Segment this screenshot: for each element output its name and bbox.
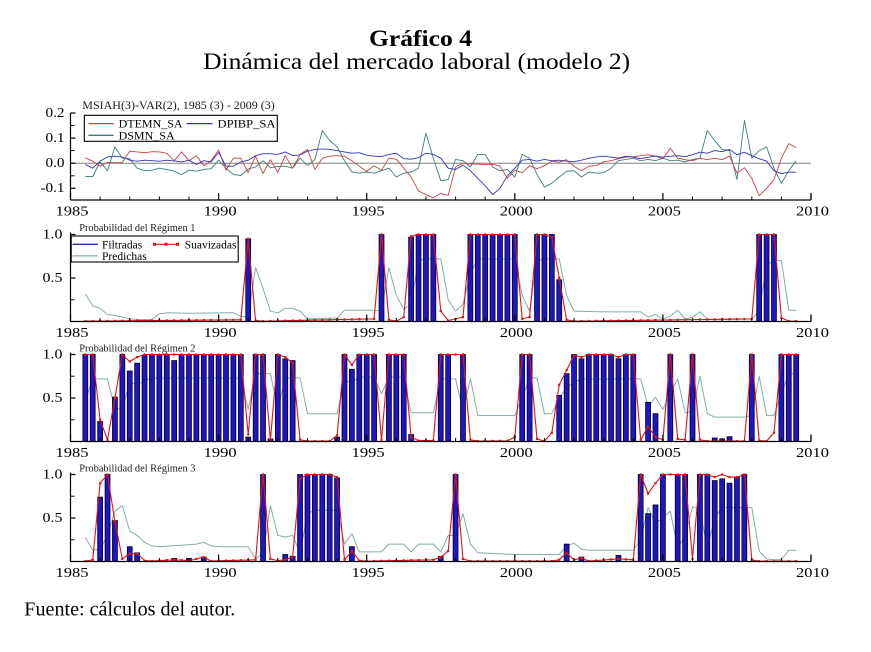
svg-text:1.0: 1.0 — [43, 346, 63, 361]
svg-text:0.5: 0.5 — [43, 270, 63, 285]
svg-text:1990: 1990 — [204, 326, 237, 341]
svg-text:1985: 1985 — [56, 326, 89, 341]
svg-text:1990: 1990 — [204, 205, 237, 220]
svg-text:1985: 1985 — [56, 566, 89, 581]
svg-text:Probabilidad del Régimen 1: Probabilidad del Régimen 1 — [79, 223, 195, 234]
svg-text:1995: 1995 — [352, 326, 385, 341]
svg-text:2000: 2000 — [500, 446, 533, 461]
svg-text:2000: 2000 — [500, 205, 533, 220]
svg-text:1990: 1990 — [204, 446, 237, 461]
svg-text:2010: 2010 — [796, 205, 829, 220]
svg-text:1990: 1990 — [204, 566, 237, 581]
svg-text:2005: 2005 — [648, 566, 681, 581]
svg-text:MSIAH(3)-VAR(2), 1985 (3) - 20: MSIAH(3)-VAR(2), 1985 (3) - 2009 (3) — [82, 98, 274, 112]
svg-text:1995: 1995 — [352, 205, 385, 220]
svg-text:0.2: 0.2 — [46, 105, 65, 120]
svg-text:Gráfico 4: Gráfico 4 — [369, 26, 473, 51]
svg-text:0.1: 0.1 — [46, 130, 65, 145]
svg-text:Predichas: Predichas — [102, 251, 147, 263]
svg-text:1.0: 1.0 — [43, 466, 63, 481]
svg-text:2010: 2010 — [796, 326, 829, 341]
svg-text:Filtradas: Filtradas — [102, 239, 143, 251]
svg-text:Dinámica del mercado laboral (: Dinámica del mercado laboral (modelo 2) — [203, 49, 630, 74]
svg-text:1985: 1985 — [56, 205, 89, 220]
svg-text:1995: 1995 — [352, 566, 385, 581]
svg-text:2000: 2000 — [500, 566, 533, 581]
svg-text:-0.1: -0.1 — [41, 180, 65, 195]
svg-text:Suavizadas: Suavizadas — [185, 239, 237, 251]
svg-text:2005: 2005 — [648, 446, 681, 461]
svg-text:DPIBP_SA: DPIBP_SA — [218, 117, 276, 131]
svg-text:Probabilidad del Régimen 2: Probabilidad del Régimen 2 — [79, 344, 195, 355]
svg-text:2010: 2010 — [796, 566, 829, 581]
svg-text:2005: 2005 — [648, 326, 681, 341]
svg-text:2005: 2005 — [648, 205, 681, 220]
svg-text:0.0: 0.0 — [46, 155, 65, 170]
svg-text:2010: 2010 — [796, 446, 829, 461]
svg-text:Probabilidad del Régimen 3: Probabilidad del Régimen 3 — [79, 464, 195, 475]
svg-text:1995: 1995 — [352, 446, 385, 461]
svg-text:2000: 2000 — [500, 326, 533, 341]
svg-text:0.5: 0.5 — [43, 510, 63, 525]
svg-text:0.5: 0.5 — [43, 390, 63, 405]
svg-text:1985: 1985 — [56, 446, 89, 461]
svg-text:DSMN_SA: DSMN_SA — [119, 128, 175, 142]
svg-text:Fuente: cálculos del autor.: Fuente: cálculos del autor. — [24, 598, 235, 620]
svg-text:DTEMN_SA: DTEMN_SA — [119, 117, 183, 131]
svg-text:1.0: 1.0 — [43, 226, 63, 241]
